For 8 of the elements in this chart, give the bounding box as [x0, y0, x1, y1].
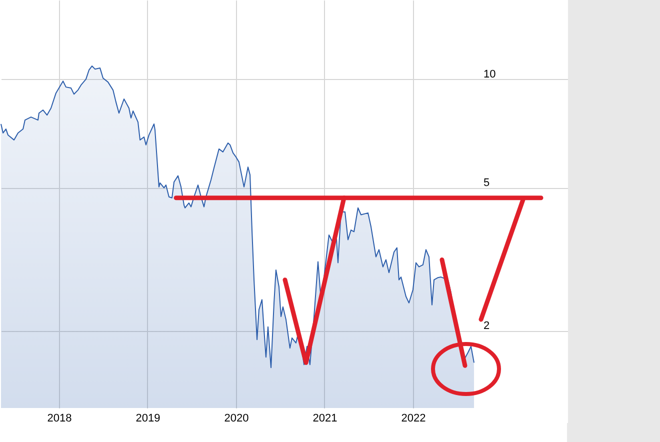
- x-tick-label: 2022: [401, 412, 426, 424]
- y-tick-label: 10: [484, 68, 496, 81]
- y-tick-label: 2: [484, 320, 490, 332]
- x-tick-label: 2018: [47, 412, 72, 424]
- y-tick-label: 5: [484, 177, 490, 190]
- x-tick-label: 2020: [224, 412, 249, 424]
- x-tick-label: 2019: [136, 412, 160, 424]
- x-tick-label: 2021: [312, 412, 338, 424]
